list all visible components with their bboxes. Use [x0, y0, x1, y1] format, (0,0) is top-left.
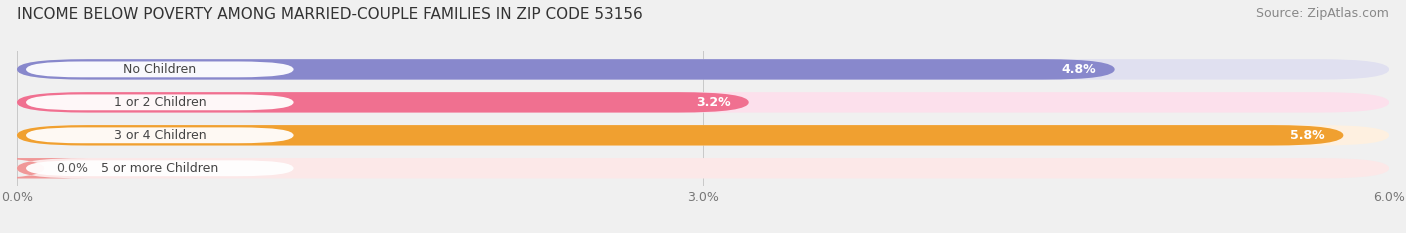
Text: 5.8%: 5.8%	[1291, 129, 1324, 142]
FancyBboxPatch shape	[17, 59, 1115, 80]
Text: INCOME BELOW POVERTY AMONG MARRIED-COUPLE FAMILIES IN ZIP CODE 53156: INCOME BELOW POVERTY AMONG MARRIED-COUPL…	[17, 7, 643, 22]
FancyBboxPatch shape	[17, 59, 1389, 80]
Text: 3 or 4 Children: 3 or 4 Children	[114, 129, 207, 142]
Text: No Children: No Children	[124, 63, 197, 76]
Text: Source: ZipAtlas.com: Source: ZipAtlas.com	[1256, 7, 1389, 20]
Text: 4.8%: 4.8%	[1062, 63, 1097, 76]
FancyBboxPatch shape	[17, 92, 749, 113]
Text: 1 or 2 Children: 1 or 2 Children	[114, 96, 207, 109]
FancyBboxPatch shape	[27, 127, 294, 143]
FancyBboxPatch shape	[27, 94, 294, 110]
FancyBboxPatch shape	[17, 125, 1343, 146]
FancyBboxPatch shape	[17, 125, 1389, 146]
FancyBboxPatch shape	[27, 62, 294, 77]
Text: 5 or more Children: 5 or more Children	[101, 162, 218, 175]
Text: 0.0%: 0.0%	[56, 162, 87, 175]
FancyBboxPatch shape	[17, 92, 1389, 113]
FancyBboxPatch shape	[27, 160, 294, 176]
FancyBboxPatch shape	[0, 158, 87, 178]
Text: 3.2%: 3.2%	[696, 96, 731, 109]
FancyBboxPatch shape	[17, 158, 1389, 178]
